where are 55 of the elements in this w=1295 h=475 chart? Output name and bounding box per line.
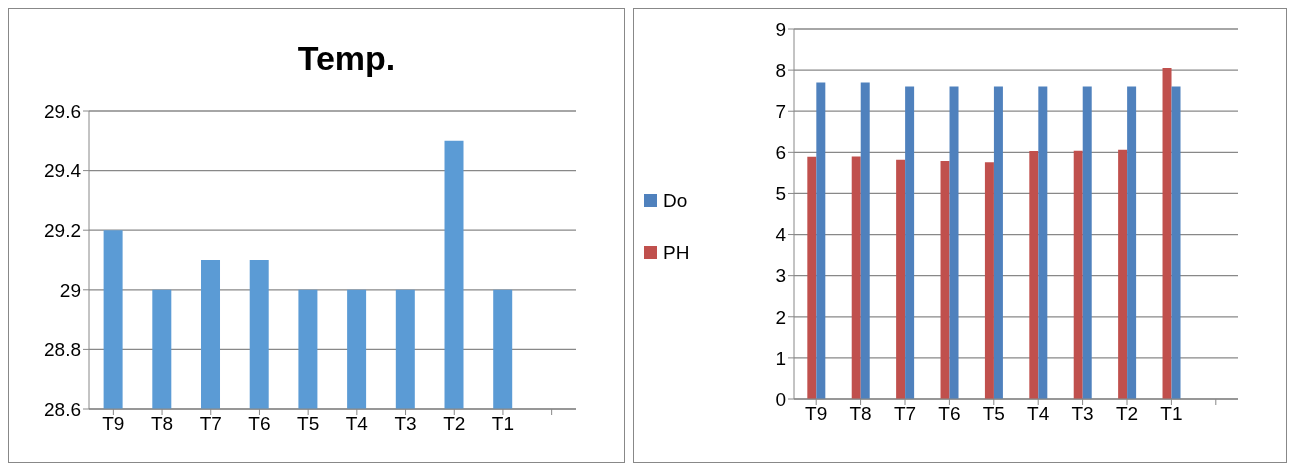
- x-tick-label: T7: [893, 403, 917, 425]
- y-tick-label: 29.2: [44, 219, 81, 241]
- y-tick-label: 3: [775, 265, 786, 287]
- x-tick-label: T1: [491, 413, 515, 435]
- x-tick-label: T7: [199, 413, 222, 435]
- bar: [984, 162, 994, 399]
- x-tick-label: T9: [805, 403, 828, 425]
- bar: [993, 86, 1003, 399]
- bar: [1029, 151, 1039, 399]
- bar: [949, 86, 959, 399]
- bar: [1118, 149, 1128, 399]
- x-tick-label: T4: [345, 413, 369, 435]
- x-tick-label: T4: [1027, 403, 1050, 425]
- bar: [807, 156, 817, 399]
- x-tick-label: T3: [1071, 403, 1094, 425]
- legend-label: Do: [663, 189, 688, 212]
- y-tick-label: 29: [59, 279, 81, 301]
- bar: [1082, 86, 1092, 399]
- bar: [816, 82, 826, 399]
- bar: [851, 156, 861, 399]
- y-tick-label: 8: [775, 59, 786, 81]
- bar: [896, 159, 906, 399]
- y-tick-label: 28.8: [44, 339, 81, 361]
- legend-label: PH: [663, 241, 690, 264]
- x-tick-label: T3: [394, 413, 417, 435]
- bar: [1073, 150, 1083, 399]
- y-tick-label: 0: [775, 388, 786, 410]
- y-tick-label: 4: [775, 224, 787, 246]
- y-tick-label: 29.6: [44, 100, 81, 122]
- bar: [860, 82, 870, 399]
- y-tick-label: 28.6: [44, 398, 81, 420]
- y-tick-label: 7: [775, 100, 786, 122]
- y-tick-label: 2: [775, 306, 786, 328]
- y-tick-label: 29.4: [44, 160, 82, 182]
- bar: [1171, 86, 1181, 399]
- y-tick-label: 6: [775, 142, 786, 164]
- x-tick-label: T9: [102, 413, 125, 435]
- bar: [1127, 86, 1137, 399]
- x-tick-label: T5: [982, 403, 1005, 425]
- x-tick-label: T1: [1160, 403, 1183, 425]
- bar: [1162, 68, 1172, 399]
- y-tick-label: 1: [775, 347, 786, 369]
- bar: [940, 160, 950, 399]
- x-tick-label: T8: [849, 403, 872, 425]
- x-tick-label: T8: [150, 413, 174, 435]
- chart-title: Temp.: [296, 38, 397, 79]
- y-tick-label: 9: [775, 18, 786, 40]
- y-tick-label: 5: [775, 183, 786, 205]
- bar: [905, 86, 915, 399]
- x-tick-label: T2: [1115, 403, 1139, 425]
- x-tick-label: T2: [443, 413, 466, 435]
- x-tick-label: T5: [297, 413, 320, 435]
- bar: [1038, 86, 1048, 399]
- x-tick-label: T6: [248, 413, 271, 435]
- x-tick-label: T6: [938, 403, 961, 425]
